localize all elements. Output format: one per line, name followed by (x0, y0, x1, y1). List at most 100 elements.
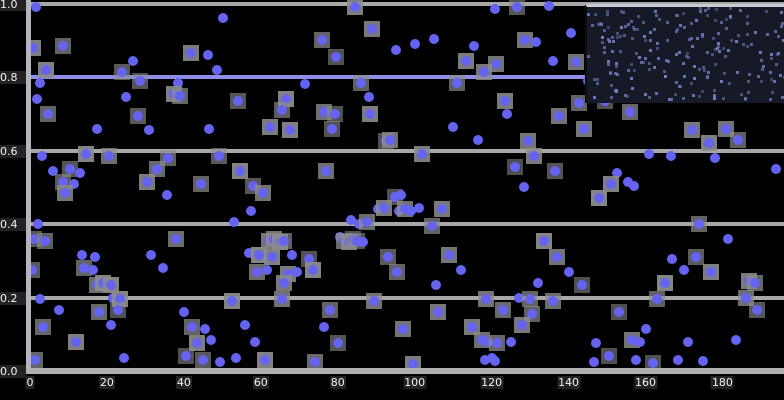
scatter-point (603, 351, 614, 362)
inset-scatter-point (691, 93, 695, 97)
scatter-point (42, 108, 53, 119)
inset-scatter-point (600, 36, 604, 40)
scatter-point (678, 264, 689, 275)
inset-scatter-point (739, 9, 743, 13)
inset-scatter-point (746, 22, 750, 26)
scatter-point (215, 356, 226, 367)
scatter-point (577, 279, 588, 290)
scatter-point (157, 263, 168, 274)
inset-scatter-point (781, 96, 784, 100)
scatter-point (410, 39, 421, 50)
scatter-point (730, 334, 741, 345)
scatter-point (477, 334, 487, 345)
inset-scatter-point (666, 21, 670, 25)
inset-scatter-point (773, 30, 777, 34)
scatter-point (246, 206, 257, 217)
inset-scatter-point (687, 55, 691, 59)
scatter-point (250, 336, 261, 347)
inset-scatter-point (690, 37, 694, 41)
scatter-point (132, 110, 143, 121)
inset-scatter-point (682, 26, 686, 30)
scatter-point (369, 296, 380, 307)
inset-scatter-point (725, 26, 729, 30)
inset-scatter-point (759, 79, 763, 83)
scatter-point (428, 33, 439, 44)
inset-scatter-point (655, 46, 659, 50)
scatter-point (69, 178, 80, 189)
scatter-point (547, 55, 558, 66)
inset-scatter-point (614, 89, 618, 93)
inset-scatter-point (633, 68, 637, 72)
scatter-point (196, 178, 207, 189)
inset-scatter-point (596, 81, 600, 85)
inset-scatter-point (599, 22, 603, 26)
inset-scatter-point (757, 74, 761, 78)
inset-scatter-point (611, 50, 615, 54)
scatter-point (634, 336, 645, 347)
scatter-point (448, 121, 459, 132)
scatter-point (396, 189, 407, 200)
inset-scatter-point (682, 12, 686, 16)
inset-scatter-point (643, 39, 647, 43)
y-tick-label-1.0: 1.0 (0, 0, 26, 11)
scatter-point (278, 277, 289, 288)
scatter-point (382, 252, 393, 263)
scatter-point (186, 321, 197, 332)
scatter-point (613, 307, 624, 318)
scatter-point (417, 149, 428, 160)
inset-scatter-point (736, 70, 740, 74)
scatter-point (648, 357, 659, 368)
scatter-point (325, 305, 336, 316)
scatter-point (330, 51, 341, 62)
scatter-point (365, 108, 376, 119)
scatter-point (686, 125, 697, 136)
inset-scatter-point (760, 59, 764, 63)
x-tick-label-0: 0 (25, 376, 35, 389)
scatter-point (173, 77, 184, 88)
scatter-point (740, 292, 751, 303)
inset-scatter-point (691, 44, 695, 48)
scatter-point (378, 202, 389, 213)
inset-scatter-point (779, 10, 783, 14)
scatter-point (94, 307, 105, 318)
scatter-point (75, 167, 85, 178)
inset-scatter-point (663, 69, 667, 73)
inset-scatter-point (753, 31, 757, 35)
scatter-point (76, 250, 87, 261)
inset-scatter-point (656, 42, 660, 46)
scatter-point (502, 108, 513, 119)
inset-scatter-point (623, 25, 627, 29)
inset-scatter-point (721, 47, 725, 51)
inset-scatter-point (654, 10, 658, 14)
inset-scatter-point (610, 36, 614, 40)
inset-scatter-point (610, 96, 614, 100)
scatter-point (80, 149, 91, 160)
inset-scatter-point (675, 28, 679, 32)
inset-scatter-point (761, 68, 765, 72)
scatter-point (267, 252, 278, 263)
inset-scatter-point (675, 14, 679, 18)
scatter-point (490, 355, 501, 366)
inset-scatter-point (620, 25, 624, 29)
inset-scatter-point (627, 23, 631, 27)
gridline-y-1 (30, 1, 784, 6)
inset-scatter-point (678, 23, 682, 27)
scatter-point (105, 320, 116, 331)
inset-scatter-point (622, 34, 626, 38)
inset-scatter-point (707, 7, 711, 10)
scatter-point (71, 336, 82, 347)
inset-scatter-point (683, 74, 687, 78)
x-tick-label-80: 80 (329, 376, 346, 389)
inset-scatter-point (713, 47, 717, 51)
inset-scatter-point (696, 37, 700, 41)
inset-scatter-point (630, 36, 634, 40)
scatter-point (528, 151, 539, 162)
inset-scatter-point (631, 26, 635, 30)
inset-scatter-point (619, 9, 623, 13)
scatter-point (525, 294, 536, 305)
scatter-point (186, 48, 197, 59)
y-tick-label-0.2: 0.2 (0, 291, 26, 305)
inset-scatter-point (607, 39, 611, 43)
inset-scatter-point (618, 50, 622, 54)
inset-scatter-point (770, 53, 774, 57)
